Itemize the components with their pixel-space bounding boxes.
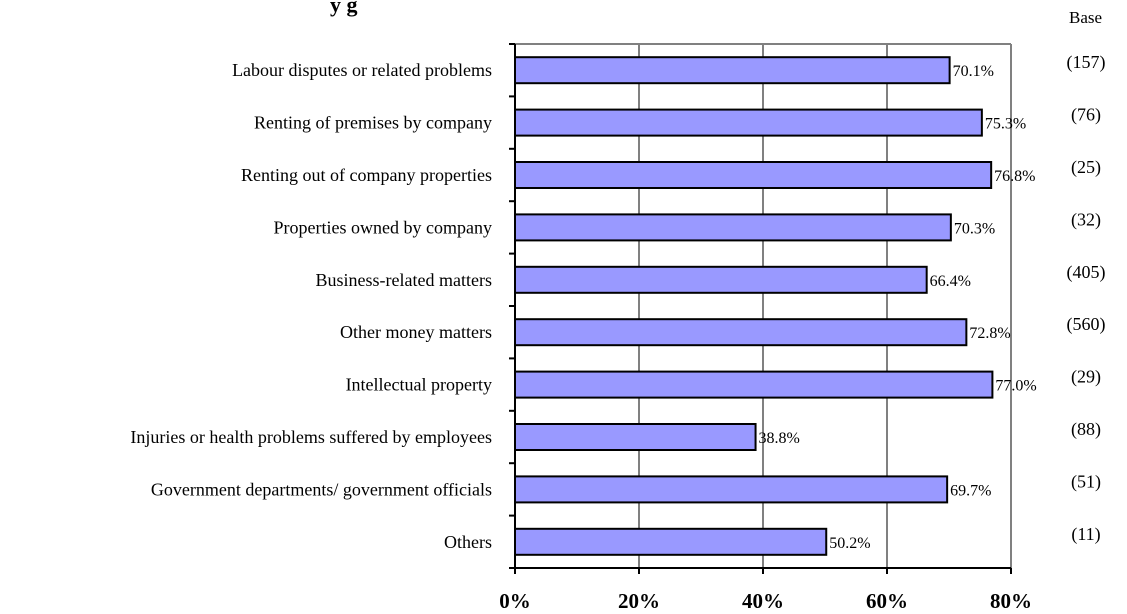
bar-5 xyxy=(514,318,968,347)
value-label-1: 75.3% xyxy=(985,116,1026,133)
value-label-5: 72.8% xyxy=(969,325,1010,342)
bar-9 xyxy=(514,527,828,556)
value-label-2: 76.8% xyxy=(994,168,1035,185)
bar-4 xyxy=(514,265,928,294)
bar-0 xyxy=(514,56,951,85)
category-label-0: Labour disputes or related problems xyxy=(232,60,492,80)
category-label-8: Government departments/ government offic… xyxy=(151,479,492,499)
x-tick-label-3: 60% xyxy=(866,589,908,613)
value-label-4: 66.4% xyxy=(930,273,971,290)
value-label-7: 38.8% xyxy=(759,430,800,447)
value-label-8: 69.7% xyxy=(950,482,991,499)
x-tick-label-2: 40% xyxy=(742,589,784,613)
base-value-8: (51) xyxy=(1071,471,1101,492)
base-value-9: (11) xyxy=(1071,524,1100,545)
category-label-9: Others xyxy=(444,532,492,552)
category-label-1: Renting of premises by company xyxy=(254,113,492,133)
base-value-2: (25) xyxy=(1071,157,1101,178)
category-label-3: Properties owned by company xyxy=(274,217,492,237)
x-tick-label-4: 80% xyxy=(990,589,1032,613)
base-column-header: Base xyxy=(1069,8,1103,27)
chart-title-fragment: y g xyxy=(330,0,358,17)
x-tick-label-1: 20% xyxy=(618,589,660,613)
category-label-5: Other money matters xyxy=(340,322,492,342)
bar-6 xyxy=(514,370,994,399)
base-value-0: (157) xyxy=(1067,52,1106,73)
base-value-7: (88) xyxy=(1071,419,1101,440)
base-value-6: (29) xyxy=(1071,367,1101,388)
base-value-4: (405) xyxy=(1067,262,1106,283)
bar-8 xyxy=(514,475,949,504)
value-label-0: 70.1% xyxy=(953,63,994,80)
bar-2 xyxy=(514,161,993,189)
bar-7 xyxy=(514,423,757,451)
bar-3 xyxy=(514,213,952,242)
category-label-6: Intellectual property xyxy=(346,375,492,395)
bar-1 xyxy=(514,108,983,137)
base-value-3: (32) xyxy=(1071,209,1101,230)
x-tick-label-0: 0% xyxy=(499,589,531,613)
value-label-3: 70.3% xyxy=(954,220,995,237)
category-label-4: Business-related matters xyxy=(316,270,492,290)
category-label-2: Renting out of company properties xyxy=(241,165,492,185)
value-label-9: 50.2% xyxy=(829,535,870,552)
value-label-6: 77.0% xyxy=(995,378,1036,395)
base-value-1: (76) xyxy=(1071,105,1101,126)
category-label-7: Injuries or health problems suffered by … xyxy=(130,427,492,447)
base-value-5: (560) xyxy=(1067,314,1106,335)
